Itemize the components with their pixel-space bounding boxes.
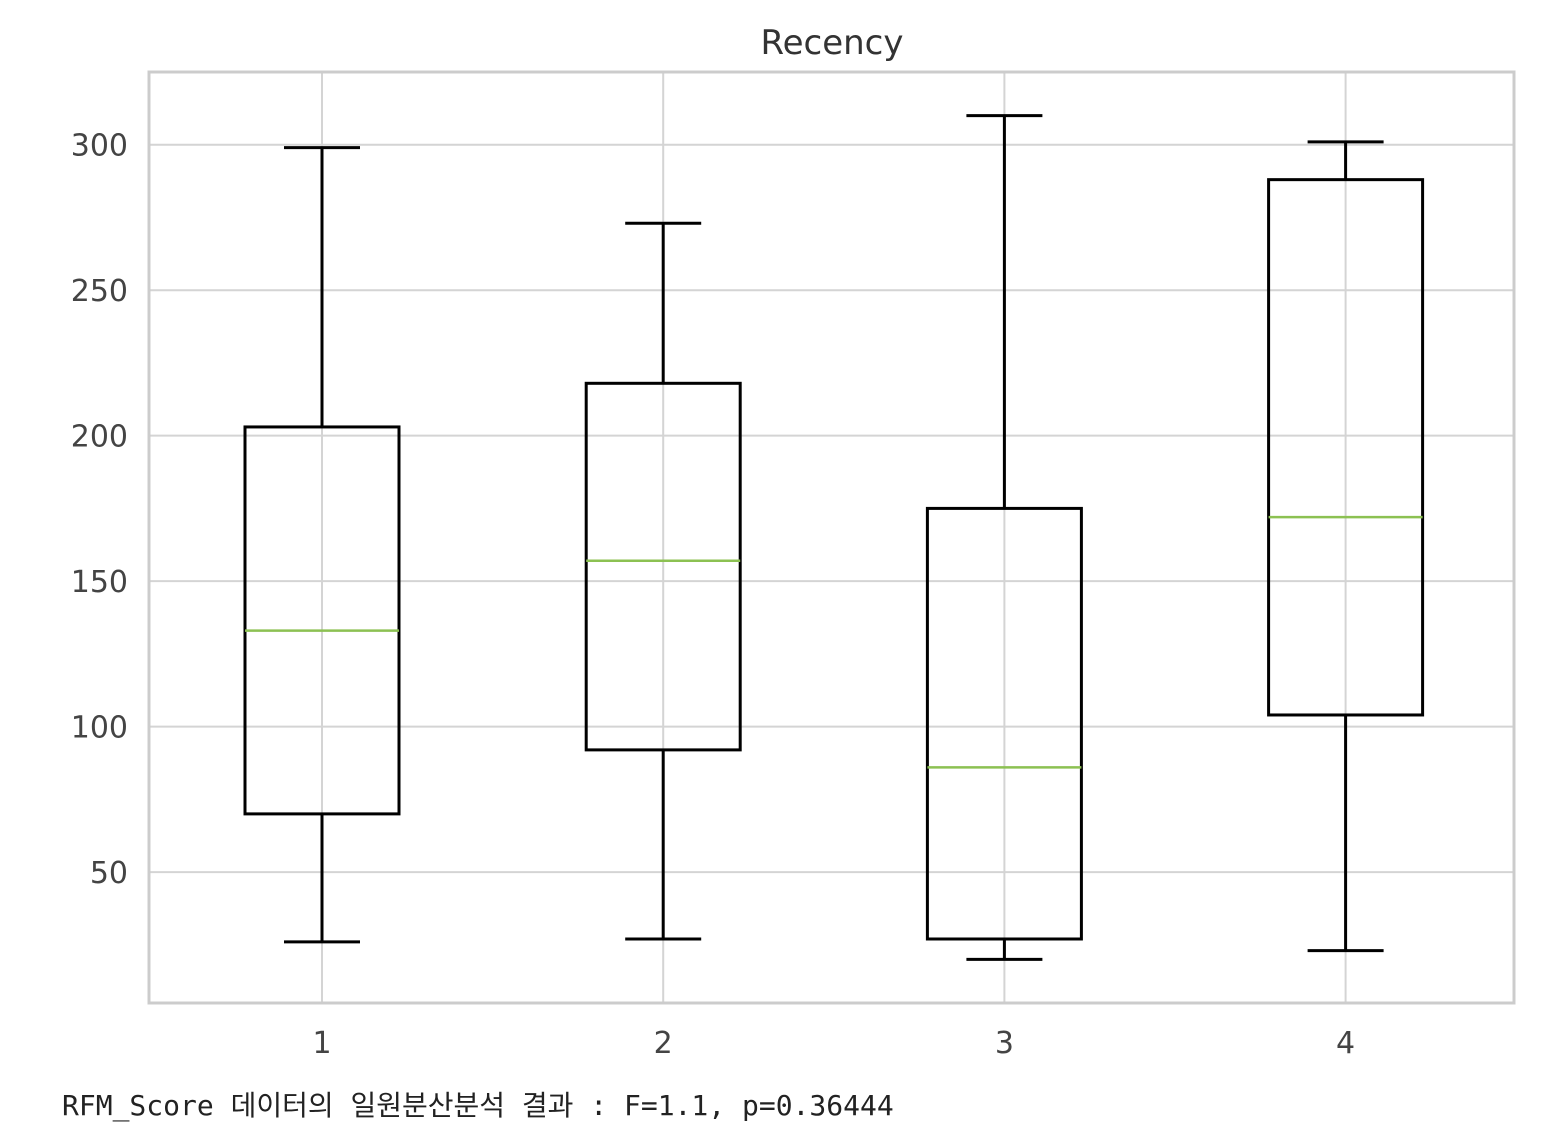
y-tick-label: 100	[71, 711, 128, 746]
box-group-3	[925, 114, 1083, 961]
box-group-1	[243, 146, 401, 944]
x-tick-label: 4	[1336, 1026, 1355, 1061]
plot-frame	[147, 70, 1516, 1005]
box-group-2	[584, 221, 742, 941]
x-tick-label: 2	[654, 1026, 673, 1061]
x-axis-tick-labels: 1 2 3 4	[312, 1026, 1355, 1061]
y-axis-tick-labels: 50 100 150 200 250 300	[71, 129, 128, 891]
box-plot-chart: Recency 50 100 150 200 250 300 1 2 3 4	[71, 23, 1516, 1061]
y-tick-label: 150	[71, 565, 128, 600]
anova-result-caption: RFM_Score 데이터의 일원분산분석 결과 : F=1.1, p=0.36…	[62, 1089, 894, 1122]
grid-layer	[149, 72, 1514, 1003]
x-tick-label: 3	[995, 1026, 1014, 1061]
iqr-box	[584, 381, 742, 752]
box-group-4	[1267, 140, 1425, 953]
y-tick-label: 200	[71, 420, 128, 455]
iqr-box	[1267, 178, 1425, 717]
y-tick-label: 50	[90, 856, 128, 891]
chart-title: Recency	[761, 23, 904, 63]
x-tick-label: 1	[312, 1026, 331, 1061]
y-tick-label: 250	[71, 274, 128, 309]
y-tick-label: 300	[71, 129, 128, 164]
iqr-box	[925, 506, 1083, 941]
iqr-box	[243, 425, 401, 816]
box-layer	[243, 114, 1425, 961]
